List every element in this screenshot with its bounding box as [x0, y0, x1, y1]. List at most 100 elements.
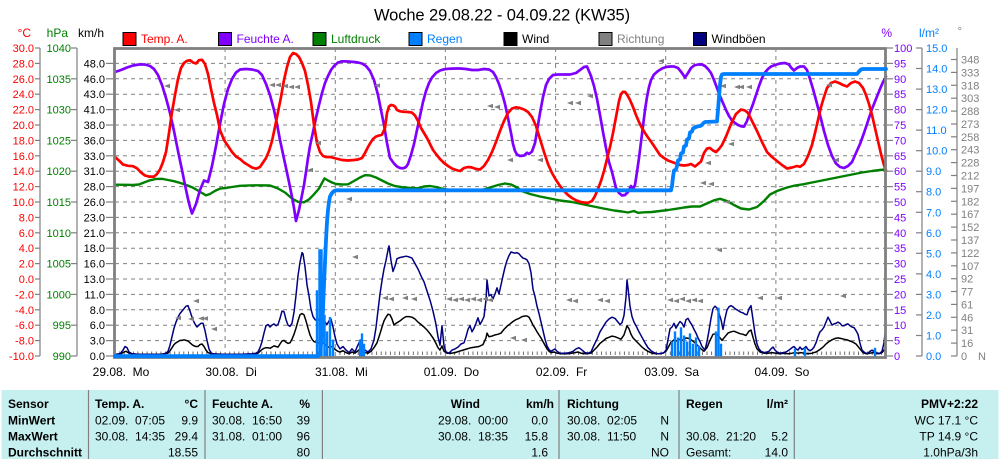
svg-text:30.08. 18:35: 30.08. 18:35: [438, 430, 508, 444]
svg-text:15: 15: [894, 305, 906, 317]
svg-text:1.6: 1.6: [531, 446, 548, 460]
svg-text:2.0: 2.0: [926, 310, 941, 322]
svg-text:-10.0: -10.0: [9, 351, 34, 363]
svg-text:28.0: 28.0: [13, 58, 34, 70]
svg-text:16: 16: [961, 338, 973, 350]
svg-text:38.0: 38.0: [84, 120, 105, 132]
svg-text:75: 75: [894, 120, 906, 132]
svg-text:20: 20: [894, 289, 906, 301]
svg-text:9.0: 9.0: [926, 166, 941, 178]
svg-text:5: 5: [894, 336, 900, 348]
svg-text:228: 228: [961, 158, 979, 170]
svg-text:1.0: 1.0: [926, 331, 941, 343]
svg-text:28.0: 28.0: [84, 182, 105, 194]
svg-text:1010: 1010: [47, 228, 71, 240]
svg-text:333: 333: [961, 67, 979, 79]
svg-text:70: 70: [894, 135, 906, 147]
svg-text:TP 14.9 °C: TP 14.9 °C: [919, 430, 978, 444]
svg-text:Sensor: Sensor: [8, 397, 49, 411]
svg-text:25: 25: [894, 274, 906, 286]
svg-text:137: 137: [961, 235, 979, 247]
svg-text:167: 167: [961, 209, 979, 221]
svg-text:01.09. Do: 01.09. Do: [424, 365, 480, 379]
svg-text:212: 212: [961, 171, 979, 183]
svg-text:Feuchte A.: Feuchte A.: [237, 32, 294, 46]
svg-text:107: 107: [961, 261, 979, 273]
svg-text:Wind: Wind: [522, 32, 549, 46]
svg-text:15.0: 15.0: [926, 43, 947, 55]
svg-text:348: 348: [961, 55, 979, 67]
svg-text:92: 92: [961, 274, 973, 286]
svg-text:243: 243: [961, 145, 979, 157]
svg-text:18.55: 18.55: [168, 446, 198, 460]
svg-text:96: 96: [297, 430, 311, 444]
svg-text:41.0: 41.0: [84, 105, 105, 117]
svg-text:16.0: 16.0: [13, 151, 34, 163]
svg-text:31.0: 31.0: [84, 166, 105, 178]
svg-text:Regen: Regen: [686, 397, 723, 411]
svg-text:43.0: 43.0: [84, 89, 105, 101]
svg-text:l/m²: l/m²: [767, 397, 788, 411]
svg-text:50: 50: [894, 197, 906, 209]
svg-text:0.0: 0.0: [531, 414, 548, 428]
svg-text:21.0: 21.0: [84, 228, 105, 240]
svg-text:10: 10: [894, 320, 906, 332]
svg-text:122: 122: [961, 248, 979, 260]
svg-text:65: 65: [894, 151, 906, 163]
svg-text:80: 80: [894, 105, 906, 117]
svg-text:7.0: 7.0: [926, 207, 941, 219]
svg-text:N: N: [660, 414, 669, 428]
svg-text:77: 77: [961, 287, 973, 299]
svg-text:9.9: 9.9: [181, 414, 198, 428]
svg-text:1005: 1005: [47, 259, 71, 271]
svg-text:197: 197: [961, 183, 979, 195]
svg-text:31: 31: [961, 325, 973, 337]
svg-text:6.0: 6.0: [19, 228, 34, 240]
svg-text:1020: 1020: [47, 166, 71, 178]
svg-text:3.0: 3.0: [90, 336, 105, 348]
svg-text:l/m²: l/m²: [919, 26, 939, 40]
svg-text:Luftdruck: Luftdruck: [331, 32, 381, 46]
svg-text:33.0: 33.0: [84, 151, 105, 163]
svg-text:1000: 1000: [47, 289, 71, 301]
svg-text:N: N: [660, 430, 669, 444]
svg-text:Feuchte A.: Feuchte A.: [212, 397, 273, 411]
svg-text:Regen: Regen: [427, 32, 462, 46]
svg-text:35: 35: [894, 243, 906, 255]
svg-text:80: 80: [297, 446, 311, 460]
svg-text:02.09. Fr: 02.09. Fr: [536, 365, 587, 379]
svg-text:Durchschnitt: Durchschnitt: [8, 446, 82, 460]
svg-text:4.0: 4.0: [19, 243, 34, 255]
svg-text:hPa: hPa: [47, 26, 69, 40]
svg-text:29.08. 00:00: 29.08. 00:00: [438, 414, 508, 428]
svg-text:30.08. 14:35: 30.08. 14:35: [95, 430, 165, 444]
svg-text:29.4: 29.4: [175, 430, 199, 444]
svg-text:Temp. A.: Temp. A.: [95, 397, 144, 411]
svg-text:14.0: 14.0: [13, 166, 34, 178]
svg-text:°C: °C: [18, 26, 32, 40]
svg-text:20.0: 20.0: [13, 120, 34, 132]
svg-text:1015: 1015: [47, 197, 71, 209]
svg-text:-6.0: -6.0: [15, 320, 34, 332]
svg-text:3.0: 3.0: [926, 289, 941, 301]
svg-text:152: 152: [961, 222, 979, 234]
svg-text:%: %: [881, 26, 892, 40]
svg-text:Temp. A.: Temp. A.: [141, 32, 188, 46]
svg-text:39: 39: [297, 414, 311, 428]
svg-text:258: 258: [961, 132, 979, 144]
svg-text:0: 0: [961, 351, 967, 363]
svg-text:30.08. 21:20: 30.08. 21:20: [686, 430, 756, 444]
svg-text:-2.0: -2.0: [15, 289, 34, 301]
svg-text:15.8: 15.8: [525, 430, 549, 444]
svg-text:PMV+2:22: PMV+2:22: [921, 397, 978, 411]
svg-text:60: 60: [894, 166, 906, 178]
svg-text:95: 95: [894, 58, 906, 70]
svg-text:-8.0: -8.0: [15, 336, 34, 348]
svg-text:18.0: 18.0: [13, 135, 34, 147]
svg-text:4.0: 4.0: [926, 269, 941, 281]
svg-text:1040: 1040: [47, 43, 71, 55]
svg-text:61: 61: [961, 299, 973, 311]
svg-text:288: 288: [961, 106, 979, 118]
svg-text:13.0: 13.0: [926, 84, 947, 96]
svg-text:02.09. 07:05: 02.09. 07:05: [95, 414, 165, 428]
